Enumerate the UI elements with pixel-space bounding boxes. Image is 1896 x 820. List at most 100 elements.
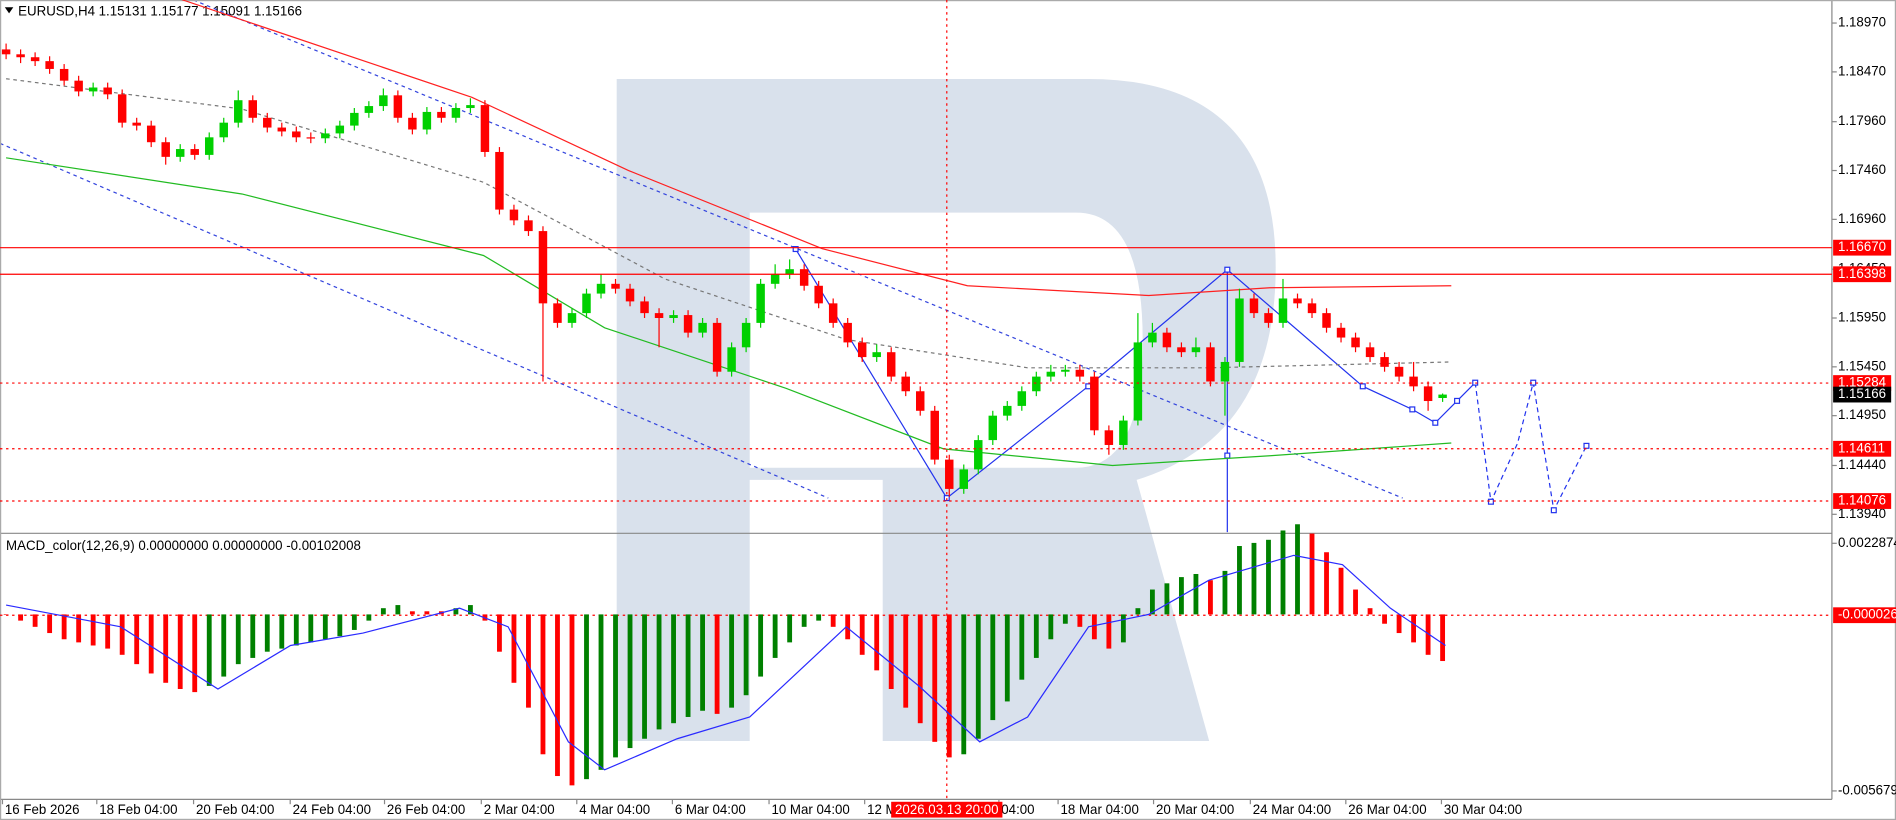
- candle-body: [669, 315, 678, 319]
- x-tick-label: 18 Feb 04:00: [99, 802, 177, 817]
- candle-body: [1264, 313, 1273, 323]
- macd-bar: [1208, 580, 1213, 615]
- macd-bar: [134, 614, 140, 665]
- candle-body: [945, 459, 954, 489]
- x-tick-label: 16 Feb 2026: [5, 802, 80, 817]
- price-level-label: 1.15284: [1838, 375, 1887, 390]
- macd-bar: [1425, 614, 1431, 655]
- candle-body: [1, 49, 11, 55]
- candle-body: [1394, 366, 1404, 377]
- macd-bar: [990, 614, 996, 721]
- macd-bar: [627, 614, 633, 749]
- price-level-box: [1833, 266, 1892, 283]
- candle-body: [611, 283, 620, 289]
- macd-bar: [1048, 614, 1054, 640]
- candle-body: [828, 303, 838, 323]
- channel-line: [0, 142, 829, 499]
- x-tick-label: 20 Mar 04:00: [1156, 802, 1234, 817]
- wave-point: [792, 246, 799, 253]
- macd-bar: [1091, 614, 1097, 640]
- macd-bar: [1324, 552, 1329, 615]
- candle-body: [1177, 347, 1186, 353]
- wave-point: [1224, 452, 1231, 459]
- y-tick-label: 1.18970: [1838, 15, 1886, 30]
- macd-bar: [235, 614, 241, 665]
- macd-bar: [497, 614, 502, 652]
- x-tick-label: 10 Mar 04:00: [771, 802, 849, 817]
- candle-body: [1438, 394, 1447, 398]
- macd-bar: [105, 614, 111, 649]
- macd-bar: [830, 614, 836, 627]
- macd-bar: [1266, 539, 1271, 615]
- candle-body: [567, 313, 577, 323]
- candle-body: [480, 105, 490, 152]
- candle-body: [1104, 430, 1114, 445]
- macd-bar: [1396, 614, 1402, 634]
- macd-bar: [671, 614, 676, 724]
- macd-bar: [177, 614, 183, 690]
- candle-body: [132, 122, 141, 126]
- candle-body: [88, 87, 98, 92]
- macd-bar: [1440, 614, 1446, 662]
- wave-point: [1583, 442, 1590, 449]
- price-level-label: 1.16670: [1838, 239, 1886, 254]
- macd-bar: [1033, 614, 1039, 658]
- forecast-path: [1474, 382, 1587, 513]
- macd-bar: [946, 614, 952, 758]
- collapse-arrow[interactable]: [4, 7, 14, 14]
- macd-bar: [337, 614, 343, 637]
- x-tick-label: 24 Feb 04:00: [293, 802, 371, 817]
- last-price-box: [1833, 386, 1892, 403]
- candle-body: [1409, 376, 1418, 387]
- y-tick-label: 1.15450: [1838, 358, 1886, 373]
- macd-bar: [975, 614, 981, 739]
- last-price-label: 1.15166: [1838, 386, 1886, 401]
- macd-bar: [1193, 573, 1199, 615]
- macd-bar: [221, 614, 227, 677]
- macd-bar: [540, 614, 546, 755]
- macd-bar: [264, 614, 270, 652]
- candle-body: [117, 94, 127, 123]
- price-level-label: 1.16398: [1838, 266, 1886, 281]
- candle-body: [538, 231, 548, 304]
- macd-bar: [76, 614, 82, 643]
- candle-body: [1017, 391, 1027, 406]
- moving-average: [181, 0, 1452, 297]
- x-tick-label: 30 Mar 04:00: [1444, 802, 1522, 817]
- macd-bar: [743, 614, 749, 696]
- macd-bar: [395, 605, 401, 615]
- price-level-box: [1833, 239, 1892, 256]
- macd-bar: [380, 608, 386, 615]
- macd-bar: [1295, 524, 1300, 615]
- candle-body: [59, 68, 69, 81]
- macd-bar: [642, 614, 647, 739]
- candle-body: [350, 112, 359, 126]
- macd-bar: [801, 614, 807, 627]
- macd-bar: [409, 611, 415, 615]
- candle-body: [712, 322, 722, 372]
- macd-bar: [1019, 614, 1025, 680]
- macd-bar: [613, 614, 618, 758]
- candle-body: [219, 122, 228, 138]
- x-tick-label: 26 Mar 04:00: [1348, 802, 1426, 817]
- watermark-logo: [616, 78, 1276, 742]
- x-tick-label: 04:00: [1001, 802, 1034, 817]
- candle-body: [509, 209, 519, 221]
- candle-body: [1278, 298, 1288, 323]
- macd-bar: [322, 614, 328, 640]
- x-tick-label: 24 Mar 04:00: [1253, 802, 1331, 817]
- x-tick-label: 6 Mar 04:00: [675, 802, 746, 817]
- candle-body: [785, 269, 794, 275]
- macd-bar: [192, 614, 198, 693]
- zero-level-box: [1833, 607, 1896, 624]
- macd-bar: [1382, 614, 1387, 624]
- candle-body: [292, 131, 301, 138]
- x-tick-label: 2 Mar 04:00: [484, 802, 555, 817]
- wave-point: [1085, 383, 1092, 390]
- wave-point: [1550, 507, 1557, 514]
- candle-body: [974, 440, 983, 470]
- y-tick-label: 1.14950: [1838, 407, 1886, 422]
- candle-body: [364, 106, 374, 113]
- macd-bar: [714, 614, 720, 714]
